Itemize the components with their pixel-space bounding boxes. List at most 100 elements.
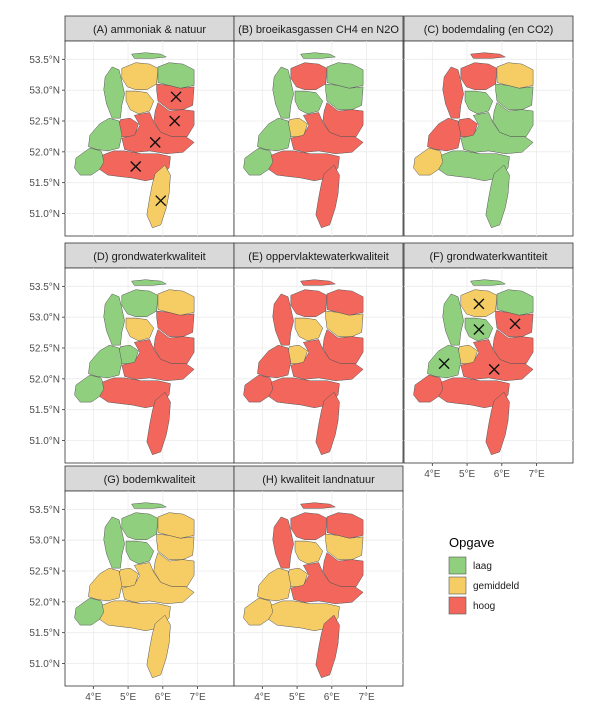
region-dr	[496, 84, 534, 110]
lon-tick-label: 4°E	[424, 469, 441, 480]
region-nh	[104, 294, 125, 345]
map-panel: (F) grondwaterkwantiteit 4°E 5°E 6°E 7°E	[403, 242, 574, 480]
region-dr	[157, 534, 195, 560]
region-gr	[327, 513, 363, 539]
map-regions	[244, 503, 364, 678]
map-panel: (G) bodemkwaliteit 53.5°N 53.0°N 52.5°N 52.0…	[29, 465, 235, 703]
region-fl	[465, 91, 493, 114]
lat-tick-label: 53.5°N	[29, 55, 60, 66]
map-regions	[414, 53, 534, 228]
region-ge	[122, 112, 194, 153]
region-ge	[122, 562, 194, 603]
legend-label: hoog	[473, 601, 495, 612]
region-fr	[291, 290, 327, 317]
region-nw	[132, 503, 167, 509]
region-nh	[273, 517, 294, 568]
lat-tick-label: 51.5°N	[29, 178, 60, 189]
region-fr	[122, 513, 158, 540]
lon-tick-label: 7°E	[189, 692, 206, 703]
lon-tick-label: 6°E	[324, 692, 341, 703]
region-zh	[88, 118, 121, 151]
map-regions	[75, 280, 195, 455]
lat-tick-label: 52.0°N	[29, 597, 60, 608]
panel-title: (B) broeikasgassen CH4 en N2O	[238, 24, 399, 36]
region-zh	[257, 568, 290, 601]
region-fl	[295, 541, 323, 564]
panel-strip	[403, 242, 574, 269]
region-nw	[301, 53, 336, 59]
cross-marker	[488, 363, 500, 375]
region-ov	[154, 553, 194, 587]
region-li	[147, 392, 171, 455]
lat-tick-label: 51.0°N	[29, 659, 60, 670]
region-gr	[158, 63, 194, 89]
region-fl	[126, 541, 154, 564]
cross-marker	[149, 136, 161, 148]
region-li	[147, 165, 171, 228]
region-gr	[158, 290, 194, 316]
lon-tick-label: 5°E	[289, 692, 306, 703]
panel-strip	[64, 15, 235, 42]
map-panel: (D) grondwaterkwaliteit 53.5°N 53.0°N 52.5°…	[29, 242, 235, 464]
region-nw	[471, 280, 506, 286]
lat-tick-label: 53.0°N	[29, 86, 60, 97]
lon-tick-label: 4°E	[85, 692, 102, 703]
region-nh	[104, 67, 125, 118]
region-ov	[323, 553, 363, 587]
lat-tick-label: 52.5°N	[29, 344, 60, 355]
panel-strip	[233, 465, 404, 492]
region-dr	[326, 84, 364, 110]
cross-marker	[169, 115, 181, 127]
lat-tick-label: 51.0°N	[29, 436, 60, 447]
legend-label: gemiddeld	[473, 581, 519, 592]
region-nh	[273, 67, 294, 118]
map-regions	[75, 503, 195, 678]
lon-tick-label: 7°E	[528, 469, 545, 480]
legend-item: gemiddeld	[448, 576, 519, 595]
region-li	[486, 392, 510, 455]
region-nh	[443, 67, 464, 118]
region-dr	[157, 311, 195, 337]
cross-marker	[438, 358, 450, 370]
lon-tick-label: 4°E	[254, 692, 271, 703]
region-nh	[273, 294, 294, 345]
region-fr	[291, 63, 327, 90]
lat-tick-label: 51.5°N	[29, 628, 60, 639]
region-ov	[154, 330, 194, 364]
region-gr	[327, 290, 363, 316]
map-panel: (H) kwaliteit landnatuur 4°E 5°E 6°E 7°E	[233, 465, 404, 703]
map-panel: (C) bodemdaling (en CO2)	[403, 15, 574, 237]
cross-marker	[509, 318, 521, 330]
panel-strip	[64, 242, 235, 269]
panel-title: (A) ammoniak & natuur	[93, 24, 206, 36]
cross-marker	[155, 195, 167, 207]
panel-strip	[233, 242, 404, 269]
region-li	[147, 615, 171, 678]
region-gr	[497, 63, 533, 89]
map-panel: (E) oppervlaktewaterkwaliteit	[233, 242, 404, 464]
region-ov	[323, 330, 363, 364]
region-ov	[493, 103, 533, 137]
region-ov	[323, 103, 363, 137]
region-zh	[257, 345, 290, 378]
legend-swatch	[448, 556, 467, 575]
region-zh	[88, 345, 121, 378]
region-ge	[122, 339, 194, 380]
region-fl	[295, 318, 323, 341]
legend-title: Opgave	[449, 535, 495, 550]
region-fl	[295, 91, 323, 114]
map-panel: (B) broeikasgassen CH4 en N2O	[233, 15, 404, 237]
region-li	[316, 392, 340, 455]
lat-tick-label: 51.0°N	[29, 209, 60, 220]
lat-tick-label: 52.5°N	[29, 567, 60, 578]
region-nw	[301, 280, 336, 286]
region-dr	[326, 534, 364, 560]
legend-item: hoog	[448, 596, 495, 615]
region-gr	[327, 63, 363, 89]
region-li	[316, 165, 340, 228]
region-zh	[257, 118, 290, 151]
map-panel: (A) ammoniak & natuur 53.5°N 53.0°N 52.5°N 5…	[29, 15, 235, 237]
legend-swatch	[448, 576, 467, 595]
lat-tick-label: 52.0°N	[29, 147, 60, 158]
region-dr	[326, 311, 364, 337]
